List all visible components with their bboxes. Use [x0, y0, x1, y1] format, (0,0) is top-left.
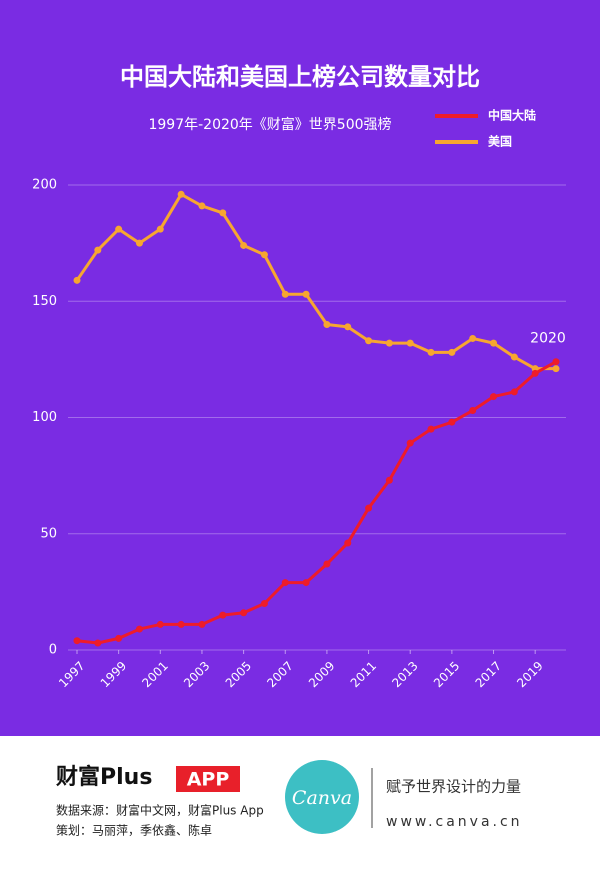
data-point: [135, 625, 143, 633]
chart-title: 中国大陆和美国上榜公司数量对比: [120, 63, 480, 91]
data-point: [531, 369, 539, 377]
series-line: [76, 360, 557, 645]
y-tick-label: 200: [32, 178, 57, 193]
data-point: [177, 620, 185, 628]
data-point: [490, 339, 498, 347]
data-point: [406, 339, 414, 347]
canva-logo-text: Canva: [292, 787, 352, 809]
data-point: [552, 365, 560, 373]
canva-logo: [285, 760, 359, 834]
data-point: [198, 620, 206, 628]
data-point: [73, 276, 81, 284]
legend-label: 美国: [488, 134, 512, 149]
data-point: [156, 225, 164, 233]
data-point: [115, 225, 123, 233]
data-point: [552, 358, 560, 366]
data-point: [385, 476, 393, 484]
data-point: [385, 339, 393, 347]
data-point: [219, 611, 227, 619]
y-tick-label: 0: [49, 643, 57, 658]
data-point: [177, 190, 185, 198]
legend-label: 中国大陆: [488, 108, 536, 123]
data-point: [365, 337, 373, 345]
data-point: [427, 425, 435, 433]
brand-tag-box: [176, 766, 240, 792]
data-point: [406, 439, 414, 447]
data-point: [448, 418, 456, 426]
data-point: [323, 560, 331, 568]
y-tick-label: 50: [40, 526, 57, 541]
data-point: [156, 620, 164, 628]
data-point: [344, 539, 352, 547]
data-point: [240, 241, 248, 249]
data-point: [344, 323, 352, 331]
y-tick-label: 100: [32, 410, 57, 425]
annotation: 2020: [530, 331, 566, 347]
data-point: [302, 579, 310, 587]
data-point: [73, 637, 81, 645]
data-point: [198, 202, 206, 210]
data-point: [302, 290, 310, 298]
y-tick-label: 150: [32, 294, 57, 309]
slogan: 赋予世界设计的力量: [386, 778, 521, 796]
data-point: [365, 504, 373, 512]
brand-logo: 财富Plus: [56, 764, 152, 790]
data-point: [240, 609, 248, 617]
brand-tag: APP: [187, 769, 230, 791]
chart-background: [0, 0, 600, 736]
data-point: [510, 353, 518, 361]
url: www.canva.cn: [386, 814, 523, 830]
series-line: [75, 192, 556, 371]
data-point: [490, 393, 498, 401]
data-point: [94, 246, 102, 254]
data-point: [469, 407, 477, 415]
data-point: [94, 639, 102, 647]
data-point: [323, 321, 331, 328]
chart-subtitle: 1997年-2020年《财富》世界500强榜: [148, 116, 391, 133]
source-note: 数据来源：财富中文网，财富Plus App: [56, 803, 264, 818]
data-point: [219, 209, 227, 217]
credits-note: 策划：马丽萍，季依鑫、陈卓: [56, 823, 212, 838]
data-point: [115, 634, 123, 642]
data-point: [427, 348, 435, 356]
data-point: [448, 348, 456, 356]
data-point: [510, 388, 518, 396]
data-point: [260, 600, 268, 607]
data-point: [281, 290, 289, 298]
data-point: [469, 334, 477, 342]
data-point: [260, 251, 268, 259]
data-point: [281, 579, 289, 587]
data-point: [135, 239, 143, 247]
